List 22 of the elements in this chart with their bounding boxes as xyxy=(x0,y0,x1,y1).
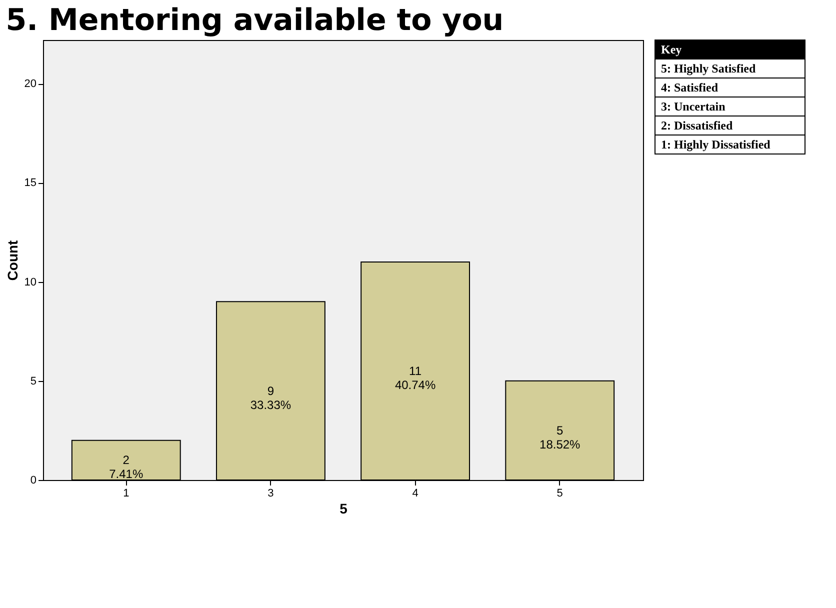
data-label: 2 7.41% xyxy=(109,453,144,482)
text: Key xyxy=(661,42,682,56)
y-tick-label: 5 xyxy=(30,375,36,388)
x-tick-label: 1 xyxy=(123,488,130,500)
x-tick-label: 3 xyxy=(268,488,274,500)
text: 5: Highly Satisfied xyxy=(661,62,756,76)
data-label: 11 40.74% xyxy=(394,364,436,392)
data-label: 5 18.52% xyxy=(540,423,581,452)
text: 2: Dissatisfied xyxy=(661,118,733,132)
data-label: 9 33.33% xyxy=(250,384,292,412)
y-tick-label: 0 xyxy=(30,474,36,486)
x-axis-title: 5 xyxy=(340,500,348,516)
y-axis-title: Count xyxy=(4,240,20,281)
chart-title: 5. Mentoring available to you xyxy=(6,3,504,38)
text: 1: Highly Dissatisfied xyxy=(661,138,771,152)
text: 3: Uncertain xyxy=(661,100,726,114)
y-tick-label: 10 xyxy=(24,276,36,288)
text: 4: Satisfied xyxy=(661,80,718,94)
y-tick-label: 20 xyxy=(24,78,36,90)
y-tick-label: 15 xyxy=(24,177,36,190)
x-tick-label: 4 xyxy=(412,488,418,500)
x-tick-label: 5 xyxy=(556,488,563,500)
